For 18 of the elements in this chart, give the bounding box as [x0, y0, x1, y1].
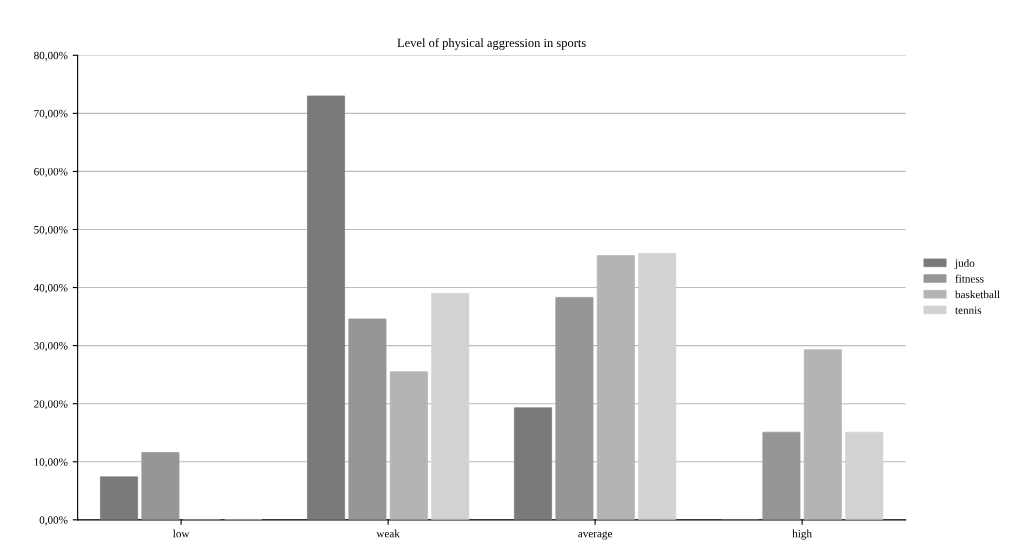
legend-label: basketball — [955, 290, 1000, 299]
legend-label: fitness — [955, 274, 984, 283]
chart-title: Level of physical aggression in sports — [397, 38, 586, 50]
x-tick-label: low — [173, 529, 190, 538]
x-tick-label: weak — [376, 529, 400, 538]
y-tick-label: 40,00% — [33, 284, 68, 294]
x-tick-label: high — [792, 529, 812, 540]
y-tick-label: 80,00% — [34, 51, 68, 61]
x-tick-label: average — [578, 531, 613, 540]
y-tick-label: 20,00% — [34, 400, 68, 410]
y-tick-label: 30,00% — [34, 342, 68, 352]
legend-label: judo — [954, 259, 975, 270]
legend-label: tennis — [955, 306, 982, 314]
y-tick-label: 50,00% — [34, 225, 68, 236]
y-tick-label: 10,00% — [34, 458, 68, 468]
y-tick-label: 0,00% — [39, 516, 68, 526]
y-tick-label: 70,00% — [34, 109, 68, 119]
y-tick-label: 60,00% — [34, 167, 68, 177]
